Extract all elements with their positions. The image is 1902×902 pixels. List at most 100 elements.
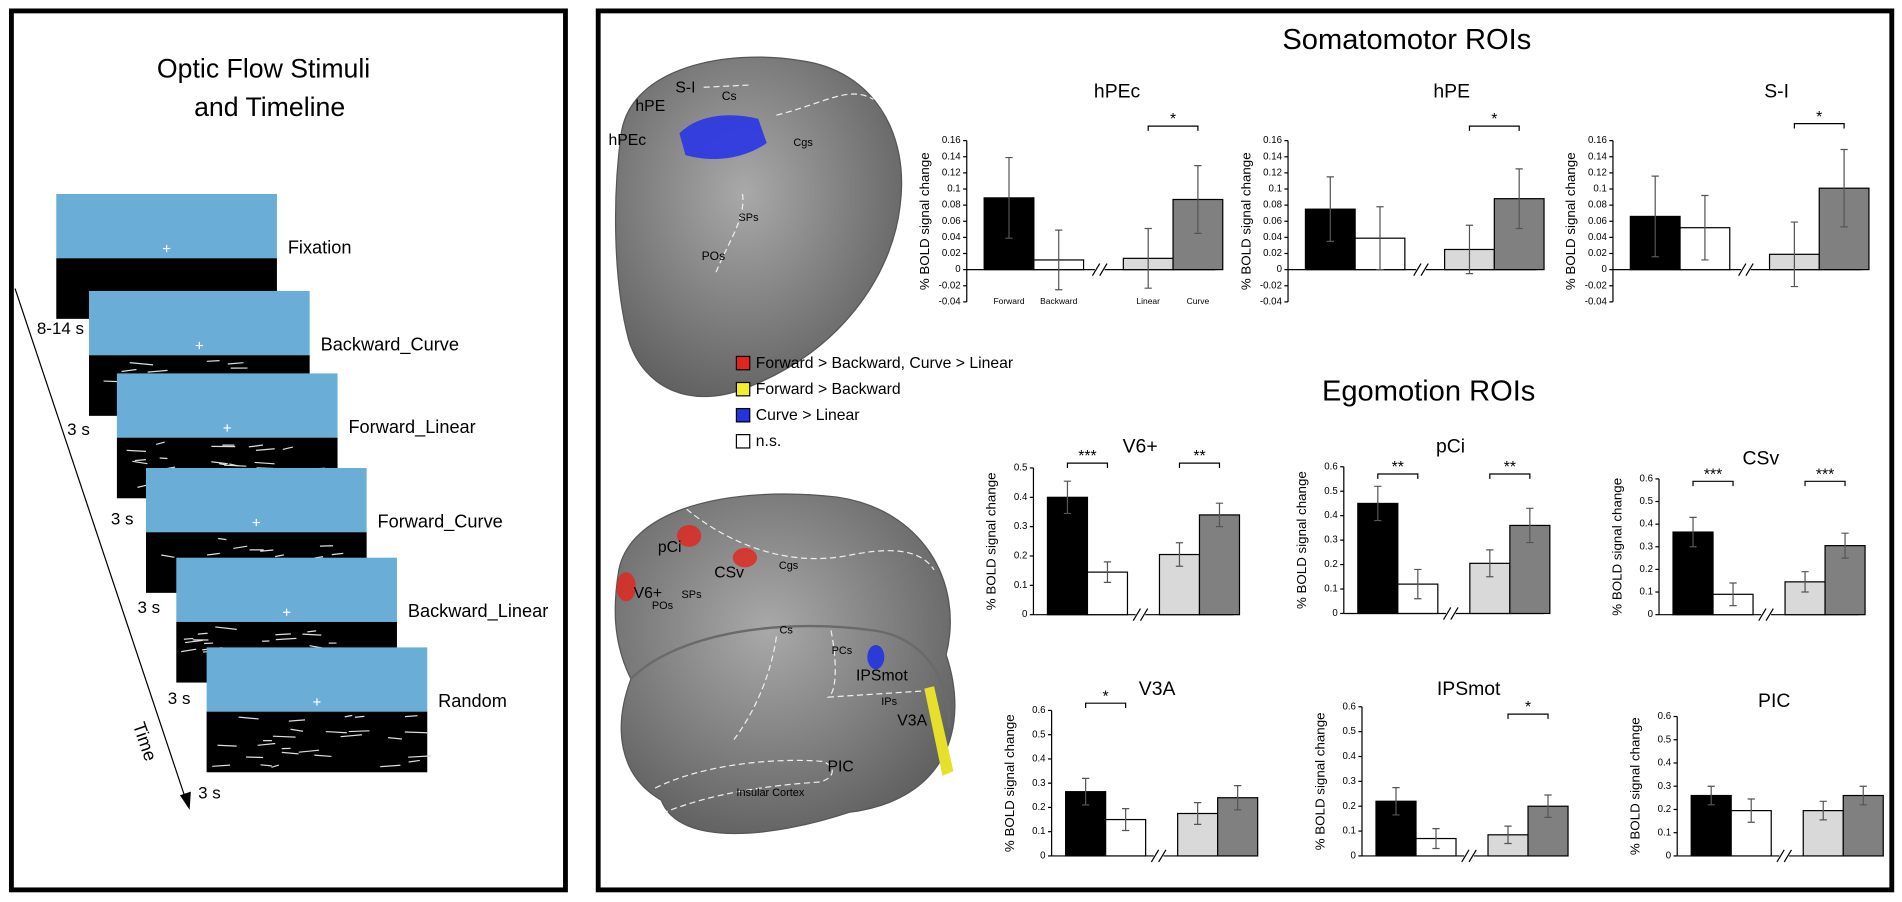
chart-title: hPEc — [1094, 80, 1141, 102]
y-tick-label: -0.02 — [1260, 280, 1282, 291]
flow-arrow — [254, 461, 275, 465]
y-tick-label: 0.4 — [1342, 751, 1356, 762]
flow-arrow — [227, 362, 244, 365]
sulcus — [686, 508, 935, 740]
flow-arrow — [260, 549, 274, 552]
y-tick-label: 0.4 — [1639, 519, 1653, 530]
frame-label: Backward_Linear — [408, 601, 548, 622]
brain-label: CSv — [714, 565, 744, 582]
y-tick-label: 0 — [1601, 264, 1607, 275]
significance-bracket — [1178, 462, 1221, 468]
y-tick-label: 0.6 — [1658, 711, 1671, 722]
error-bar — [1103, 561, 1112, 584]
brain-label: V3A — [897, 713, 927, 730]
significance-label: * — [1170, 111, 1176, 128]
y-tick-label: 0.1 — [1014, 580, 1027, 591]
frame-duration: 3 s — [111, 510, 134, 529]
brain-label: S-I — [675, 80, 695, 97]
y-tick-label: 0.3 — [1324, 535, 1337, 546]
error-bar — [1055, 229, 1063, 291]
error-bar — [1689, 516, 1697, 548]
significance-label: * — [1525, 699, 1531, 716]
brain-label: Cs — [722, 89, 737, 103]
y-tick-label: 0.12 — [1263, 167, 1282, 178]
y-tick-label: 0.4 — [1032, 754, 1046, 765]
axis-break — [1139, 608, 1149, 622]
y-tick-label: 0.5 — [1032, 729, 1045, 740]
error-bar — [1081, 777, 1090, 806]
y-tick-label: 0.3 — [1032, 778, 1045, 789]
flow-arrow — [134, 459, 147, 462]
frame-duration: 8-14 s — [37, 319, 84, 338]
y-tick-label: 0.2 — [1324, 559, 1337, 570]
flow-arrow — [161, 554, 175, 558]
y-axis-label: % BOLD signal change — [1609, 478, 1624, 616]
y-tick-label: 0 — [1648, 609, 1654, 620]
brain-label: PCs — [832, 645, 853, 657]
flow-arrow — [275, 637, 297, 641]
y-tick-label: 0.6 — [1639, 473, 1652, 484]
significance-bracket — [1085, 702, 1127, 709]
y-tick-label: -0.04 — [1260, 296, 1283, 307]
brain-label: V6+ — [634, 585, 662, 602]
error-bar — [1651, 175, 1659, 258]
y-tick-label: 0 — [1351, 850, 1357, 861]
axis-break-gap — [1094, 267, 1105, 273]
legend-swatch — [735, 381, 751, 397]
flow-arrow — [255, 448, 275, 451]
y-axis-label: % BOLD signal change — [1312, 712, 1327, 850]
flow-arrow — [147, 369, 168, 373]
axis-break-gap — [1464, 853, 1474, 859]
y-tick-label: 0.02 — [942, 248, 961, 259]
legend-swatch — [735, 434, 751, 449]
y-tick-label: 0.14 — [1588, 151, 1607, 162]
flow-arrow — [354, 715, 365, 718]
y-tick-label: 0.5 — [1342, 726, 1355, 737]
significance-bracket — [1489, 473, 1531, 479]
frame-duration: 3 s — [198, 784, 221, 803]
flow-arrow — [155, 441, 165, 446]
flow-arrow — [348, 730, 370, 733]
error-bar — [1790, 221, 1799, 288]
legend-swatch — [735, 355, 751, 371]
section-title: Somatomotor ROIs — [1282, 24, 1531, 56]
sulcus — [703, 84, 874, 274]
axis-break — [1150, 849, 1160, 863]
y-axis-label: % BOLD signal change — [984, 472, 999, 610]
axis-break — [1158, 849, 1167, 863]
chart-title: IPSmot — [1437, 678, 1501, 700]
chart-title: CSv — [1743, 448, 1780, 470]
y-tick-label: 0.1 — [1658, 827, 1671, 838]
axis-break — [1776, 849, 1785, 863]
error-bar — [1144, 227, 1152, 289]
error-bar — [1122, 808, 1130, 832]
flow-arrow — [184, 639, 203, 644]
flow-arrow — [212, 764, 231, 767]
axis-break — [1132, 608, 1141, 622]
significance-label: * — [1103, 688, 1109, 705]
y-tick-label: 0.4 — [1658, 758, 1672, 769]
y-axis-label: % BOLD signal change — [1294, 471, 1309, 609]
y-tick-label: -0.02 — [1585, 280, 1607, 291]
flow-arrow — [206, 552, 220, 556]
significance-label: ** — [1504, 459, 1516, 476]
y-tick-label: -0.02 — [939, 280, 961, 291]
y-tick-label: 0.06 — [1588, 216, 1607, 227]
y-tick-label: 0.1 — [1593, 184, 1606, 195]
frame-duration: 3 s — [138, 598, 161, 617]
y-tick-label: 0.4 — [1014, 492, 1028, 503]
legend-label: Curve > Linear — [756, 407, 860, 424]
frame-label: Backward_Curve — [321, 334, 459, 355]
brain-label: POs — [652, 600, 674, 612]
y-tick-label: 0 — [1040, 850, 1046, 861]
time-arrow-head — [179, 791, 191, 810]
y-tick-label: 0 — [1277, 264, 1283, 275]
brain-label: Cgs — [779, 560, 799, 572]
y-tick-label: 0.2 — [1342, 801, 1355, 812]
x-tick-label: Forward — [993, 296, 1024, 306]
y-tick-label: 0.04 — [1263, 232, 1282, 243]
section-title: Egomotion ROIs — [1322, 375, 1535, 407]
axis-break — [1765, 608, 1774, 622]
flow-arrow — [272, 735, 296, 738]
chart-title: V3A — [1139, 678, 1176, 700]
